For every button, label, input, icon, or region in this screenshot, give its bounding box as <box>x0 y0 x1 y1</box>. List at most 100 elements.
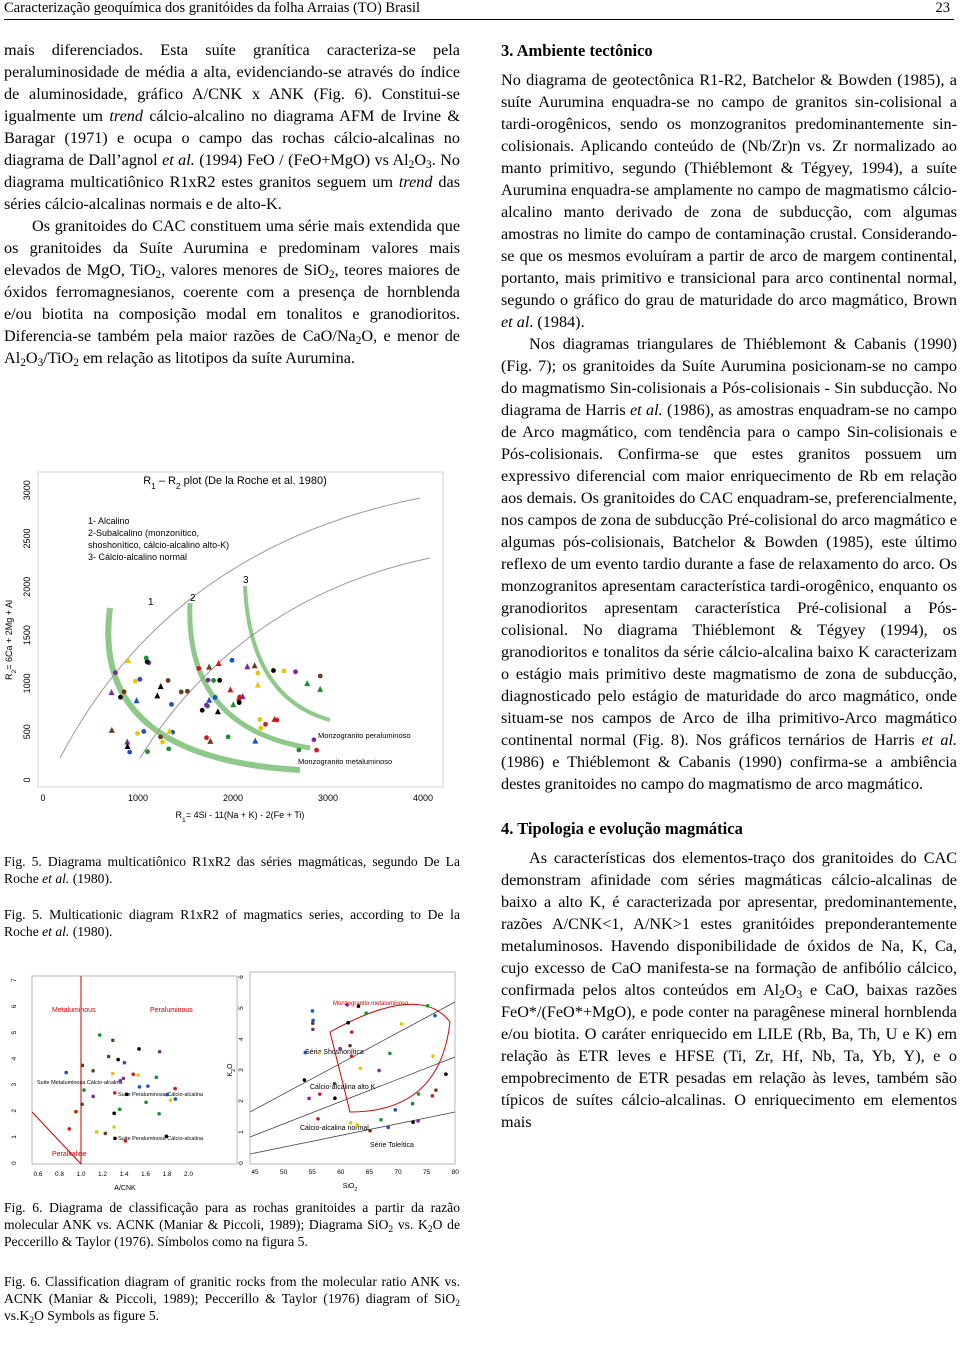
sample-symbol <box>377 1068 381 1073</box>
sample-symbol <box>257 717 263 722</box>
field-boundary <box>139 557 431 759</box>
plot-frame <box>31 975 238 1165</box>
trend-curve <box>187 602 311 751</box>
sample-symbol <box>444 1072 448 1076</box>
paragraph: As características dos elementos-traço d… <box>501 847 957 1133</box>
field-label: Monzogranito peraluminoso <box>318 731 411 740</box>
tick-label: 5 <box>11 1030 18 1034</box>
text-run: No diagrama de geotectônica R1-R2, Batch… <box>501 71 957 309</box>
field-label: Metaluminous <box>52 1007 96 1014</box>
field-label: Suite Peraluminosa Cálcio-alcalina <box>118 1136 204 1142</box>
sample-symbol <box>124 1092 129 1097</box>
italic-run: et al. <box>42 924 70 939</box>
sample-symbol <box>214 708 221 715</box>
sample-symbol <box>146 1084 150 1088</box>
text-run: , teores maiores de óxidos ferromagnesia… <box>4 261 460 345</box>
tick-label: 80 <box>452 1169 460 1176</box>
text-run: cálcio-alcalino no diagrama AFM de Irvin… <box>4 107 461 169</box>
text-run: SiO <box>343 1183 355 1190</box>
text-run: O de Peccerillo & Taylor (1976). Símbolo… <box>4 1217 460 1249</box>
text-run: R <box>143 475 151 487</box>
text-run: /TiO <box>43 349 74 367</box>
tick-label: 1 <box>238 1130 245 1134</box>
figure-caption: Fig. 5. Multicationic diagram R1xR2 of m… <box>4 906 460 940</box>
italic-run: trend <box>109 107 143 125</box>
sample-symbol <box>166 727 173 734</box>
text-run: – R <box>156 475 176 487</box>
text-run: O <box>227 1063 234 1069</box>
x-axis-label: R1= 4Si - 11(Na + K) - 2(Fe + Ti) <box>176 810 305 824</box>
tick-label: 1000 <box>22 673 32 693</box>
text-run: K <box>227 1072 234 1077</box>
field-label: Suite Peraluminosa Cálcio-alcalina <box>118 1092 204 1098</box>
sample-symbol <box>137 1085 142 1089</box>
sample-symbol <box>254 681 261 688</box>
sample-symbol <box>207 737 214 744</box>
sample-symbol <box>229 657 235 663</box>
text-run: (1980). <box>69 924 113 939</box>
series-boundary <box>249 1111 456 1155</box>
sample-symbol <box>133 697 140 704</box>
sample-symbol <box>97 1033 102 1037</box>
sample-symbol <box>281 668 287 674</box>
sample-symbol <box>91 1068 95 1073</box>
sample-symbol <box>430 1094 435 1098</box>
y-axis-label: R2= 6Ca + 2Mg + Al <box>4 600 18 680</box>
sample-symbol <box>230 701 237 708</box>
sample-symbol <box>310 1021 315 1026</box>
paragraph: Os granitoides do CAC constituem uma sér… <box>4 215 460 369</box>
tick-label: 2 <box>238 1099 245 1103</box>
sample-symbol <box>205 677 211 683</box>
sample-symbol <box>112 1111 116 1116</box>
sample-symbol <box>121 689 127 695</box>
text-run: 2 <box>231 1069 237 1072</box>
sample-symbol <box>271 715 278 722</box>
text-run: e CaO, baixas razões FeO*/(FeO*+MgO), e … <box>501 981 957 1131</box>
series-label: Série Toleítica <box>370 1142 414 1149</box>
y-axis-label: K2O <box>227 1063 237 1077</box>
sample-symbol <box>346 1020 350 1025</box>
subscript: 2 <box>20 357 26 369</box>
sample-symbol <box>258 725 264 731</box>
tick-label: 1.0 <box>76 1171 85 1178</box>
tick-label: 1.4 <box>119 1171 128 1178</box>
sample-symbol <box>431 1054 435 1058</box>
text-run: R <box>4 673 14 680</box>
text-run: Nos diagramas triangulares de Thiéblemon… <box>501 335 957 419</box>
field-outline <box>329 1003 451 1113</box>
sample-symbol <box>112 1091 117 1095</box>
field-label: Monzogranito metaluminoso <box>298 757 392 766</box>
legend-entry: 2-Subalcalino (monzonítico, <box>88 528 199 538</box>
sample-symbol <box>80 1102 84 1107</box>
text-run: = 4Si - 11(Na + K) - 2(Fe + Ti) <box>186 810 305 820</box>
sample-symbol <box>348 1043 352 1048</box>
x-axis-label: SiO2 <box>343 1183 358 1193</box>
x-axis-label: A/CNK <box>114 1185 136 1192</box>
text-run: O <box>784 981 797 999</box>
sample-symbol <box>74 1109 78 1114</box>
sample-symbol <box>333 1096 337 1100</box>
sample-symbol <box>160 739 165 745</box>
series-label: Cálcio-alcalina normal <box>300 1125 369 1132</box>
sample-symbol <box>117 1107 122 1112</box>
sample-symbol <box>338 1046 342 1051</box>
sample-symbol <box>316 1050 321 1055</box>
figure-5: R1 – R2 plot (De la Roche et al. 1980) 1… <box>4 471 444 824</box>
sample-symbol <box>348 1121 353 1125</box>
italic-run: et al. <box>162 151 195 169</box>
sample-symbol <box>349 1030 354 1034</box>
section-heading: 4. Tipologia e evolução magmática <box>501 819 743 838</box>
sample-symbol <box>118 1079 123 1083</box>
text-run: Fig. 6. Diagrama de classificação para a… <box>4 1200 460 1232</box>
text-run: (1994) FeO / (FeO+MgO) vs Al <box>194 151 409 169</box>
sample-symbol <box>393 1108 398 1112</box>
sample-symbol <box>157 683 164 690</box>
field-number: 1 <box>148 597 154 608</box>
sample-symbol <box>364 1011 368 1016</box>
sample-symbol <box>271 668 276 673</box>
text-run: 1 <box>151 482 156 491</box>
tick-label: 2500 <box>22 528 32 548</box>
tick-label: 1.2 <box>98 1171 107 1178</box>
tick-label: 3000 <box>318 793 338 803</box>
sample-symbol <box>251 662 258 669</box>
